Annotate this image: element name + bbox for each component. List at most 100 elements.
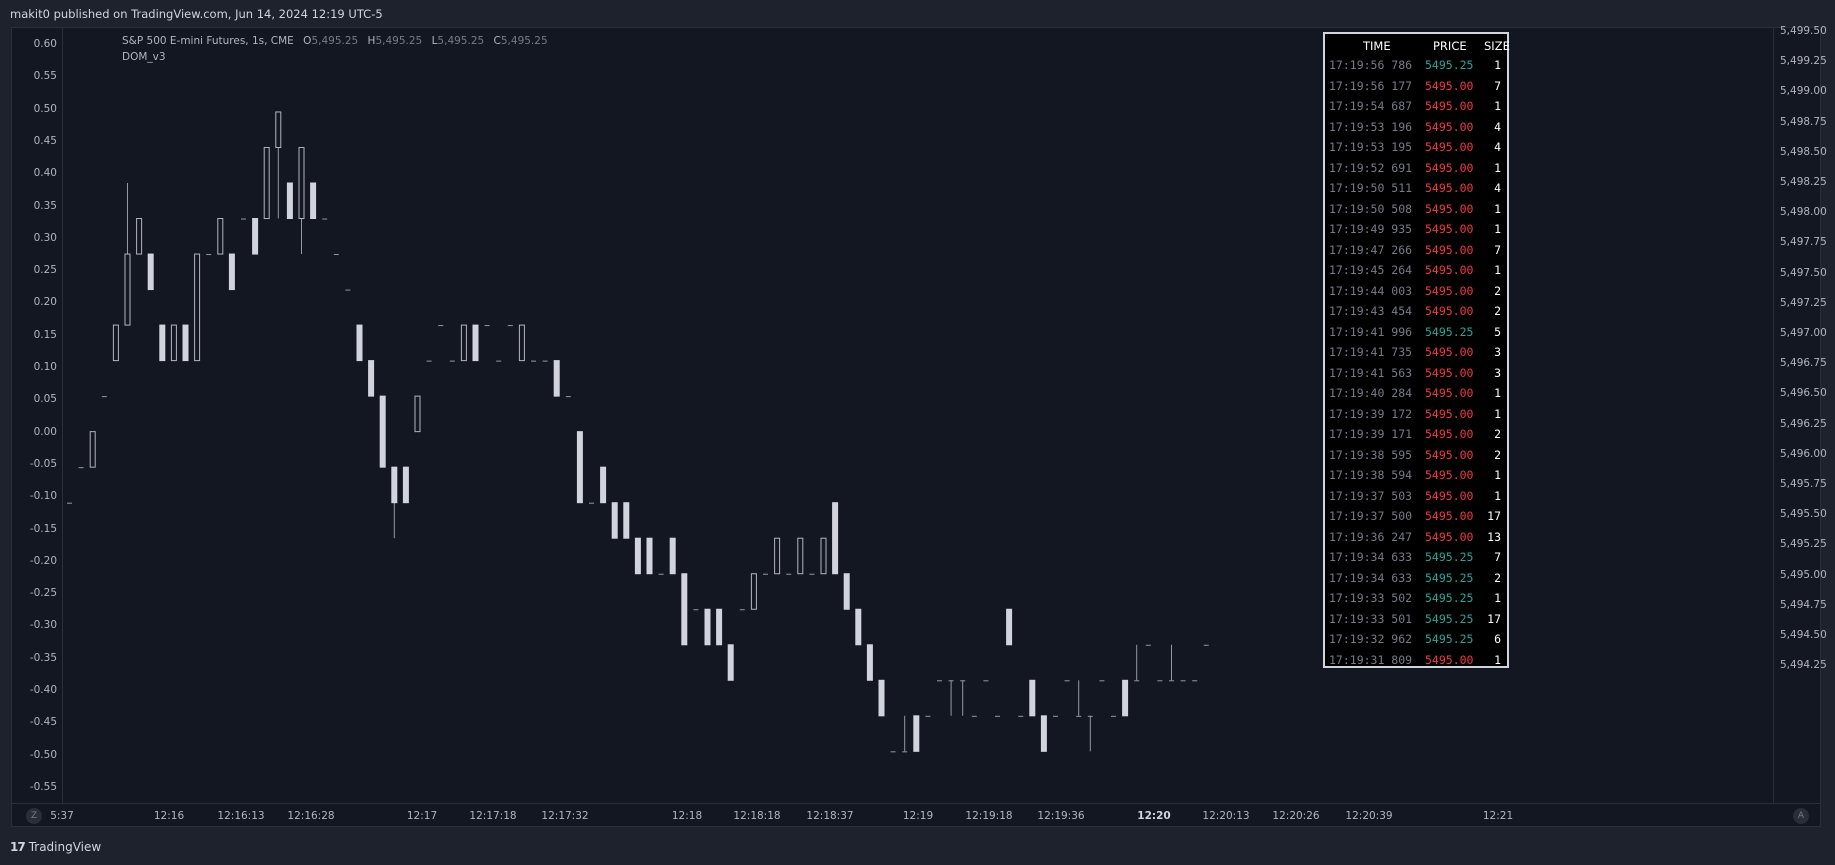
ohlc-bar [937,680,942,682]
left-axis-tick: 0.30 [33,231,57,244]
ohlc-bar [379,395,386,468]
dom-row-size: 17 [1487,611,1501,626]
zoom-button[interactable]: Z [26,808,42,824]
ohlc-bar [1040,715,1047,752]
dom-row-time: 17:19:44 003 [1329,283,1413,298]
ohlc-bar [623,502,630,539]
bar-body [182,324,189,362]
ohlc-bar [101,396,107,398]
auto-scale-button[interactable]: A [1793,808,1809,824]
ohlc-bar [1111,715,1116,717]
bar-body [1040,715,1047,752]
dom-row: 17:19:47 266 5495.00 7 [1325,240,1507,260]
bar-body [1203,644,1209,646]
dom-row-size: 4 [1494,119,1501,134]
dom-row-time: 17:19:36 247 [1329,529,1413,544]
symbol-title[interactable]: S&P 500 E-mini Futures, 1s, CME [122,35,294,47]
ohlc-bar [1053,715,1058,717]
right-axis-tick: 5,496.75 [1780,357,1827,370]
published-by-text: makit0 published on TradingView.com, Jun… [10,7,383,21]
dom-row-time: 17:19:41 996 [1329,324,1413,339]
dom-row: 17:19:44 003 5495.00 2 [1325,281,1507,301]
ohlc-bar [78,467,84,469]
ohlc-bar [298,146,305,255]
bar-body [1111,715,1116,717]
bar-body [855,608,862,646]
bar-body [623,502,630,539]
left-axis-tick: -0.55 [29,780,57,793]
dom-row-price: 5495.25 [1425,632,1474,646]
tradingview-logo[interactable]: 17 TradingView [10,840,101,854]
bar-body [786,573,792,575]
ohlc-bar [449,360,455,362]
bar-body [112,324,119,362]
dom-row-size: 7 [1494,242,1501,257]
dom-row-price: 5495.00 [1425,263,1474,277]
ohlc-bar [797,537,804,575]
time-axis-tick: 12:18:18 [733,810,781,822]
dom-row-size: 6 [1494,632,1501,646]
ohlc-bar [727,644,734,681]
bar-body [194,253,201,362]
ohlc-bar [1064,680,1070,682]
bar-body [170,324,177,362]
ohlc-bar [206,254,212,256]
right-axis-tick: 5,499.50 [1780,25,1827,37]
bar-body [716,608,723,646]
ohlc-bar [147,253,154,291]
dom-time-and-sales-table: TIME PRICE SIZE 17:19:56 786 5495.25 1 17:1… [1323,32,1510,668]
ohlc-bar [531,360,536,362]
ohlc-bar [878,679,885,717]
bar-body [937,680,942,682]
bar-body [333,254,339,256]
left-axis-tick: -0.05 [29,457,57,470]
ohlc-bar [159,324,166,362]
bar-body [704,608,711,646]
right-axis-tick: 5,496.00 [1780,447,1827,460]
left-axis-tick: 0.40 [33,167,57,180]
right-axis-tick: 5,495.00 [1780,568,1827,581]
time-scale[interactable]: Z A 5:37 12:16 12:16:13 12:16:28 12:17 12:17:… [12,803,1820,828]
ohlc-bar [438,325,444,327]
time-axis-tick: 12:18 [671,810,703,822]
indicator-name[interactable]: DOM_v3 [122,51,166,63]
bar-body [217,218,224,255]
chart-plot-area[interactable]: S&P 500 E-mini Futures, 1s, CME O5,495.2… [63,28,1773,803]
bar-body [913,715,920,752]
bar-body [1180,680,1186,682]
dom-row: 17:19:41 735 5495.00 3 [1325,342,1507,362]
dom-row-size: 2 [1494,427,1501,441]
bar-body [426,360,432,362]
bar-body [750,573,757,610]
dom-row: 17:19:32 962 5495.25 6 [1325,629,1507,649]
dom-row-time: 17:19:43 454 [1329,304,1413,318]
dom-row-time: 17:19:47 266 [1329,242,1413,257]
bar-body [449,360,455,362]
bar-body [634,537,641,575]
tradingview-brand: TradingView [28,840,102,854]
left-axis-tick: 0.55 [33,70,57,83]
dom-row-size: 1 [1494,58,1501,72]
ohlc-bar [1122,679,1129,717]
ohlc-bar [67,502,72,504]
bar-body [518,324,525,362]
bar-body [542,360,548,362]
ohlc-bar [1018,715,1024,717]
dom-row-time: 17:19:41 563 [1329,365,1413,380]
bar-body [1018,715,1024,717]
bottom-bar: 17 TradingView [0,834,1835,865]
ohlc-bar [484,325,490,327]
bar-body [1145,644,1151,646]
time-axis-tick: 12:19:18 [965,810,1013,822]
time-axis-tick: 12:20:26 [1272,810,1320,822]
left-axis-tick: 0.25 [33,264,57,277]
bar-body [322,218,328,220]
ohlc-bar [426,360,432,362]
ohlc-bar [542,360,548,362]
right-price-scale[interactable]: 5,499.50 5,499.25 5,499.00 5,498.75 5,498.50… [1773,25,1827,803]
dom-row: 17:19:40 284 5495.00 1 [1325,383,1507,403]
bar-body [611,502,618,539]
left-price-scale[interactable]: 0.60 0.55 0.50 0.45 0.40 0.35 0.30 0.25 0.20 0.15… [12,28,63,803]
chart-frame[interactable]: 0.60 0.55 0.50 0.45 0.40 0.35 0.30 0.25 0.20 0.15… [11,25,1827,828]
ohlc-bar [925,715,931,717]
